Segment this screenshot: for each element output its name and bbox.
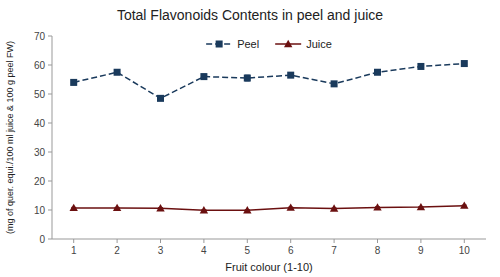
data-point bbox=[330, 204, 338, 211]
x-tick-label: 2 bbox=[114, 245, 120, 256]
data-point bbox=[461, 60, 468, 67]
legend-label: Peel bbox=[237, 38, 259, 50]
data-point bbox=[70, 204, 78, 211]
legend: Peel Juice bbox=[206, 38, 332, 50]
x-tick bbox=[73, 239, 74, 243]
x-tick-label: 9 bbox=[418, 245, 424, 256]
chart: Total Flavonoids Contents in peel and ju… bbox=[0, 0, 500, 277]
y-tick bbox=[48, 239, 52, 240]
data-point bbox=[417, 203, 425, 210]
x-axis-label: Fruit colour (1-10) bbox=[225, 261, 312, 273]
y-tick-label: 30 bbox=[34, 147, 46, 158]
x-tick bbox=[160, 239, 161, 243]
y-tick-label: 0 bbox=[39, 234, 45, 245]
x-tick bbox=[464, 239, 465, 243]
y-tick bbox=[48, 65, 52, 66]
x-tick-label: 10 bbox=[459, 245, 471, 256]
data-group bbox=[70, 60, 469, 213]
x-tick bbox=[247, 239, 248, 243]
x-tick-label: 3 bbox=[158, 245, 164, 256]
y-tick-label: 40 bbox=[34, 118, 46, 129]
y-tick-label: 10 bbox=[34, 205, 46, 216]
y-tick-label: 60 bbox=[34, 60, 46, 71]
x-tick-label: 4 bbox=[201, 245, 207, 256]
x-tick bbox=[290, 239, 291, 243]
data-point bbox=[287, 203, 295, 210]
data-point bbox=[287, 72, 294, 79]
y-tick bbox=[48, 94, 52, 95]
data-point bbox=[460, 201, 468, 208]
x-tick-label: 6 bbox=[288, 245, 294, 256]
y-tick bbox=[48, 123, 52, 124]
y-axis-line bbox=[52, 36, 53, 239]
legend-label: Juice bbox=[306, 38, 332, 50]
legend-item: Peel bbox=[206, 38, 259, 50]
y-tick bbox=[48, 36, 52, 37]
legend-item: Juice bbox=[275, 38, 332, 50]
y-tick bbox=[48, 181, 52, 182]
y-tick-label: 70 bbox=[34, 31, 46, 42]
error-bar bbox=[245, 75, 250, 81]
legend-marker bbox=[216, 41, 223, 48]
data-point bbox=[244, 75, 251, 82]
y-tick-label: 50 bbox=[34, 89, 46, 100]
data-point bbox=[156, 204, 164, 211]
data-point bbox=[374, 69, 381, 76]
data-point bbox=[157, 95, 164, 102]
x-tick bbox=[117, 239, 118, 243]
x-tick bbox=[377, 239, 378, 243]
y-axis-label: (mg of quer. equi./100 ml juice & 100 g … bbox=[5, 41, 15, 234]
y-tick bbox=[48, 210, 52, 211]
data-point bbox=[200, 206, 208, 213]
x-tick-label: 1 bbox=[71, 245, 77, 256]
x-tick-label: 5 bbox=[245, 245, 251, 256]
data-point bbox=[114, 69, 121, 76]
data-point bbox=[331, 80, 338, 87]
series-line bbox=[74, 64, 465, 99]
x-tick bbox=[334, 239, 335, 243]
x-tick bbox=[203, 239, 204, 243]
x-tick bbox=[420, 239, 421, 243]
title: Total Flavonoids Contents in peel and ju… bbox=[117, 7, 383, 23]
x-tick-label: 7 bbox=[331, 245, 337, 256]
x-tick-label: 8 bbox=[375, 245, 381, 256]
data-point bbox=[70, 79, 77, 86]
data-point bbox=[417, 63, 424, 70]
data-point bbox=[373, 203, 381, 210]
data-point bbox=[243, 206, 251, 213]
y-tick bbox=[48, 152, 52, 153]
data-point bbox=[113, 204, 121, 211]
data-point bbox=[200, 73, 207, 80]
legend-marker bbox=[284, 40, 292, 47]
series-line bbox=[74, 206, 465, 211]
y-tick-label: 20 bbox=[34, 176, 46, 187]
